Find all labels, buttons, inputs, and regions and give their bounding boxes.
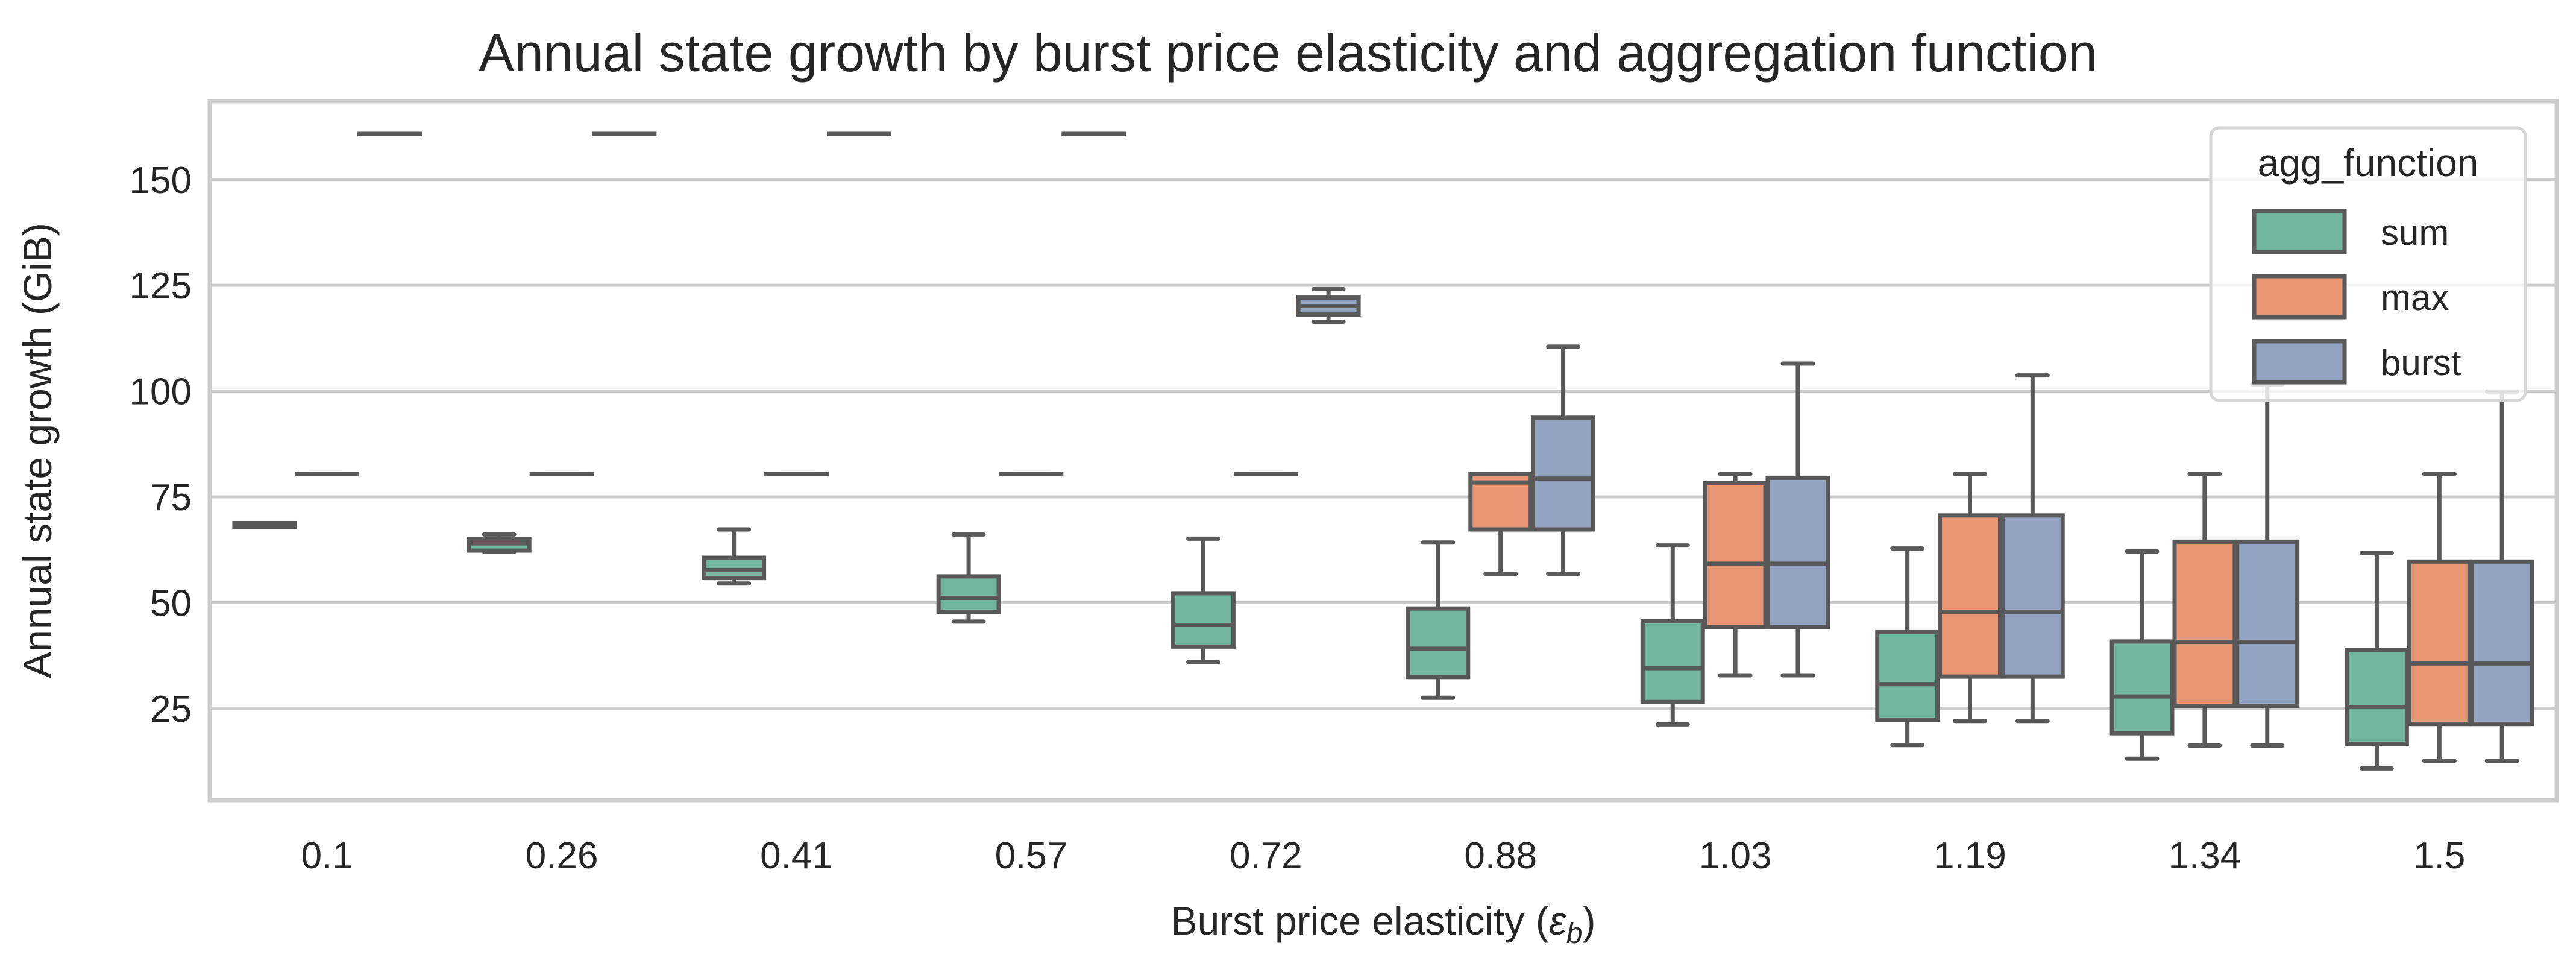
x-tick-labels: 0.1 0.26 0.41 0.57 0.72 0.88 1.03 1.19 1.34 1.5 — [301, 835, 2466, 877]
legend: agg_function sum max burst — [2209, 126, 2527, 402]
x-axis-label: Burst price elasticity (εb) — [1171, 898, 1596, 950]
box-body — [1406, 606, 1471, 680]
box-body — [936, 574, 1001, 614]
box-burst — [1296, 286, 1361, 324]
box-body — [2000, 513, 2065, 679]
x-axis-label-symbol: ε — [1549, 898, 1567, 943]
box-sum — [2109, 549, 2175, 761]
legend-swatch-sum — [2252, 209, 2347, 254]
box-burst — [2000, 373, 2065, 724]
box-body — [2172, 539, 2237, 708]
x-axis-label-subscript: b — [1566, 918, 1583, 950]
box-body — [2469, 559, 2534, 727]
x-axis-label-text: Burst price elasticity ( — [1171, 898, 1549, 943]
boxes — [232, 131, 2534, 771]
x-tick-label: 0.88 — [1464, 835, 1537, 877]
x-tick-label: 0.72 — [1230, 835, 1302, 877]
legend-swatch-burst — [2252, 339, 2347, 385]
x-tick-label: 1.5 — [2413, 835, 2465, 877]
box-body — [2235, 539, 2300, 708]
box-sum — [2345, 551, 2409, 771]
box-body — [1938, 513, 2002, 679]
x-tick-label: 1.03 — [1699, 835, 1772, 877]
box-max — [529, 472, 594, 477]
box-max — [764, 472, 829, 477]
x-tick-label: 0.1 — [301, 835, 353, 877]
x-axis-label-close: ) — [1582, 898, 1595, 943]
box-body — [2109, 639, 2175, 736]
x-tick-label: 0.41 — [760, 835, 833, 877]
x-tick-label: 1.19 — [1934, 835, 2006, 877]
x-tick-label: 0.57 — [995, 835, 1068, 877]
box-max — [1703, 472, 1768, 678]
box-sum — [936, 532, 1001, 624]
box-max — [2172, 472, 2237, 748]
box-sum — [1640, 543, 1705, 727]
y-tick-label: 100 — [130, 371, 192, 413]
box-body — [1171, 591, 1236, 649]
box-body — [1875, 629, 1940, 722]
chart-title: Annual state growth by burst price elast… — [479, 23, 2097, 83]
box-body — [1531, 415, 1595, 532]
box-max — [295, 472, 360, 477]
plot-frame — [207, 99, 2559, 803]
y-tick-label: 75 — [150, 477, 192, 519]
box-sum — [232, 520, 297, 529]
box-burst — [1531, 344, 1595, 576]
box-body — [1703, 481, 1768, 629]
legend-label-burst: burst — [2381, 342, 2461, 383]
legend-title: agg_function — [2258, 141, 2479, 185]
box-max — [1233, 472, 1298, 477]
box-sum — [1171, 536, 1236, 664]
y-tick-labels: 25 50 75 100 125 150 — [130, 160, 192, 730]
box-sum — [1406, 540, 1471, 700]
y-axis-label: Annual state growth (GiB) — [15, 222, 60, 678]
box-max — [1938, 472, 2002, 724]
x-tick-label: 1.34 — [2169, 835, 2241, 877]
y-tick-label: 25 — [150, 689, 192, 730]
box-burst — [2235, 382, 2300, 748]
y-tick-label: 150 — [130, 160, 192, 201]
box-burst — [2469, 389, 2534, 763]
box-body — [1640, 619, 1705, 704]
box-max — [1468, 472, 1533, 576]
box-max — [2407, 472, 2472, 763]
legend-items: sum max burst — [2252, 209, 2461, 385]
legend-frame — [2209, 126, 2527, 402]
box-body — [1765, 475, 1830, 629]
box-burst — [1765, 361, 1830, 678]
y-tick-label: 50 — [150, 582, 192, 624]
box-max — [999, 472, 1064, 477]
box-sum — [1875, 546, 1940, 748]
box-sum — [467, 532, 532, 554]
legend-label-sum: sum — [2381, 212, 2449, 253]
box-body — [2407, 559, 2472, 727]
box-sum — [702, 527, 767, 586]
box-body — [702, 555, 767, 581]
x-tick-label: 0.26 — [526, 835, 598, 877]
box-body — [2345, 648, 2409, 746]
y-tick-label: 125 — [130, 265, 192, 307]
legend-swatch-max — [2252, 274, 2347, 320]
legend-label-max: max — [2381, 277, 2449, 318]
